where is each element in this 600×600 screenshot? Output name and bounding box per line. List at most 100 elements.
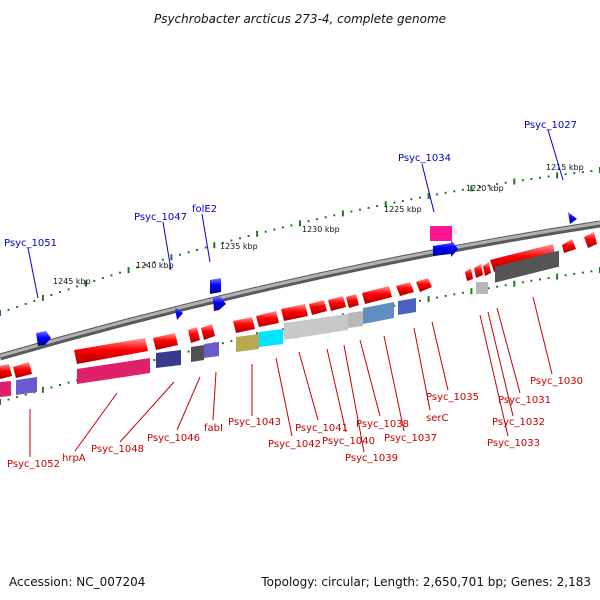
gene-psyc-1052[interactable] (0, 364, 12, 379)
label-psyc-1041[interactable]: Psyc_1041 (295, 423, 348, 434)
gene-psyc-1042-ortholog (259, 329, 283, 347)
inner-ring-tick (504, 284, 507, 287)
gene-psyc-1032[interactable] (474, 264, 483, 278)
label-psyc-1038[interactable]: Psyc_1038 (356, 419, 409, 430)
gene-fwd-2[interactable] (562, 239, 576, 253)
gene-fwd-1[interactable] (584, 232, 597, 248)
kbp-label-1225: 1225 kbp (384, 205, 422, 214)
inner-ring-tick (470, 288, 473, 295)
label-psyc-1051[interactable]: Psyc_1051 (4, 238, 57, 249)
gene-psyc-1031[interactable] (483, 262, 491, 276)
inner-ring-tick (556, 273, 559, 280)
gene-psyc-1048[interactable] (153, 333, 178, 350)
label-fabi[interactable]: fabI (204, 423, 223, 434)
label-psyc-1048[interactable]: Psyc_1048 (91, 444, 144, 455)
label-psyc-1027[interactable]: Psyc_1027 (524, 120, 577, 131)
outer-ring-tick (521, 179, 524, 182)
bottom-leader-lines (29, 296, 553, 457)
gene-psyc-1038[interactable] (346, 294, 359, 308)
gene-psyc-1033-ortholog (476, 282, 488, 294)
gene-psyc-1037[interactable] (362, 286, 392, 304)
inner-ring-tick (230, 340, 233, 343)
outer-ring-tick (470, 185, 473, 192)
gene-psyc-1027[interactable] (568, 212, 577, 224)
gene-psyc-1042[interactable] (256, 311, 279, 327)
outer-ring-tick (136, 266, 139, 269)
outer-ring-tick (316, 218, 319, 221)
kbp-label-1245: 1245 kbp (53, 277, 91, 286)
gene-fabi[interactable] (201, 324, 215, 340)
gene-serc-ortholog (398, 298, 416, 315)
inner-ring-tick (7, 398, 10, 401)
label-psyc-1043[interactable]: Psyc_1043 (228, 417, 281, 428)
outer-ring-tick (573, 172, 576, 175)
label-fole2[interactable]: folE2 (192, 204, 217, 215)
gene-hrpa[interactable] (74, 338, 148, 364)
gene-fole2[interactable] (210, 278, 221, 294)
gene-psyc-1035[interactable] (416, 278, 432, 292)
gene-hrpa-ortholog (77, 358, 150, 384)
gene-serc[interactable] (396, 282, 414, 296)
map-title: Psychrobacter arcticus 273-4, complete g… (154, 12, 446, 26)
outer-ring-tick (581, 171, 584, 174)
label-psyc-1037[interactable]: Psyc_1037 (384, 433, 437, 444)
label-psyc-1042[interactable]: Psyc_1042 (268, 439, 321, 450)
gene-psyc-1038-ortholog (348, 311, 363, 328)
label-psyc-1032[interactable]: Psyc_1032 (492, 417, 545, 428)
outer-ring-tick (461, 188, 464, 191)
gene-psyc-1039[interactable] (328, 296, 346, 311)
outer-ring-tick (170, 254, 173, 261)
gene-psyc-1051-fwd[interactable] (13, 362, 32, 378)
outer-ring-tick (213, 242, 216, 249)
label-psyc-1030[interactable]: Psyc_1030 (530, 376, 583, 387)
outer-ring-tick (436, 193, 439, 196)
gene-psyc-1033[interactable] (465, 268, 473, 281)
inner-ring-tick (496, 285, 499, 288)
label-psyc-1046[interactable]: Psyc_1046 (147, 433, 200, 444)
outer-ring-tick (376, 205, 379, 208)
label-psyc-1040[interactable]: Psyc_1040 (322, 436, 375, 447)
label-psyc-1031[interactable]: Psyc_1031 (498, 395, 551, 406)
gene-psyc-1040[interactable] (309, 300, 327, 315)
gene-fabi-ortholog (204, 342, 219, 358)
gene-psyc-1034-rna[interactable] (430, 226, 452, 241)
outer-ring-tick (487, 184, 490, 187)
outer-ring-tick (256, 230, 259, 237)
outer-ring-tick (367, 206, 370, 209)
outer-ring-tick (299, 220, 301, 227)
outer-ring-tick (24, 302, 27, 305)
inner-ring-tick (487, 287, 490, 290)
outer-ring-tick (384, 201, 387, 208)
gene-psyc-1041[interactable] (281, 304, 308, 321)
kbp-label-1220: 1220 kbp (466, 184, 504, 193)
outer-ring-tick (230, 239, 233, 242)
gene-psyc-1047[interactable] (175, 307, 183, 320)
gene-psyc-1046[interactable] (188, 327, 200, 343)
outer-ring-tick (144, 263, 147, 266)
outer-ring-tick (530, 178, 533, 180)
label-psyc-1039[interactable]: Psyc_1039 (345, 453, 398, 464)
label-hrpa[interactable]: hrpA (62, 453, 86, 464)
inner-ring-tick (547, 277, 550, 279)
gene-psyc-1043[interactable] (233, 317, 255, 333)
label-serc[interactable]: serC (426, 413, 448, 424)
label-psyc-1035[interactable]: Psyc_1035 (426, 392, 479, 403)
inner-ring-tick (539, 278, 541, 281)
label-psyc-1033[interactable]: Psyc_1033 (487, 438, 540, 449)
label-psyc-1047[interactable]: Psyc_1047 (134, 212, 187, 223)
outer-ring-tick (59, 291, 61, 294)
gene-psyc-1034[interactable] (433, 240, 458, 257)
gene-psyc-1051[interactable] (36, 331, 51, 346)
outer-ring-tick (556, 172, 559, 179)
inner-ring-tick (590, 270, 593, 273)
outer-scale-ring (0, 167, 600, 316)
outer-ring-tick (204, 246, 207, 249)
outer-ring-tick (419, 196, 421, 199)
label-psyc-1034[interactable]: Psyc_1034 (398, 153, 451, 164)
gene-psyc-1046-ortholog (191, 345, 204, 362)
label-psyc-1052[interactable]: Psyc_1052 (7, 459, 60, 470)
outer-ring-tick (110, 274, 113, 277)
gene-fole2-b[interactable] (213, 296, 226, 311)
outer-ring-tick (401, 199, 404, 202)
outer-ring-tick (247, 235, 250, 237)
